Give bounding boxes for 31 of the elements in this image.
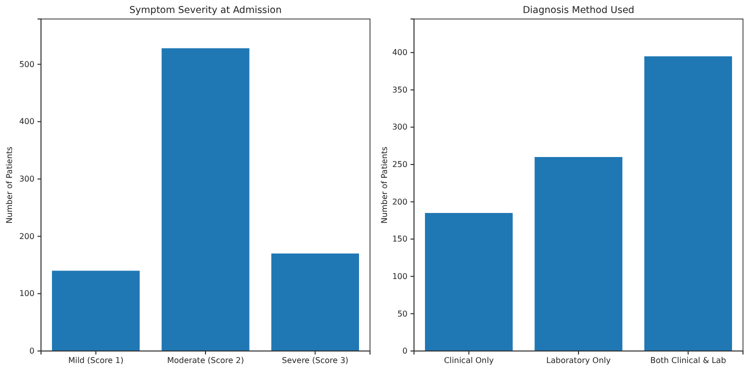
y-axis-title: Number of Patients <box>380 146 389 224</box>
x-tick-label: Laboratory Only <box>546 356 611 366</box>
y-tick-label: 50 <box>397 309 408 318</box>
x-tick-label: Moderate (Score 2) <box>167 356 244 366</box>
x-tick-label: Clinical Only <box>444 356 494 366</box>
y-tick-label: 300 <box>19 174 34 184</box>
y-tick-label: 250 <box>392 160 408 170</box>
bar <box>271 254 360 351</box>
x-tick-label: Severe (Score 3) <box>282 356 348 366</box>
y-tick-label: 0 <box>29 346 34 356</box>
bar <box>424 212 513 351</box>
bar <box>644 56 732 351</box>
y-tick-label: 150 <box>392 234 408 244</box>
y-tick-label: 100 <box>392 272 408 281</box>
bar <box>52 270 140 351</box>
y-tick-label: 500 <box>19 60 34 69</box>
x-tick-label: Both Clinical & Lab <box>650 356 726 366</box>
chart-title: Diagnosis Method Used <box>522 5 634 16</box>
y-tick-label: 200 <box>19 232 34 241</box>
y-tick-label: 200 <box>392 197 408 206</box>
bar <box>534 157 622 351</box>
x-tick-label: Mild (Score 1) <box>68 356 124 366</box>
y-tick-label: 100 <box>19 289 34 298</box>
y-tick-label: 350 <box>392 85 408 94</box>
y-tick-label: 400 <box>19 117 34 126</box>
chart-title: Symptom Severity at Admission <box>129 5 282 16</box>
y-tick-label: 0 <box>402 346 408 356</box>
y-tick-label: 300 <box>392 122 408 132</box>
bar <box>162 48 250 351</box>
y-tick-label: 400 <box>392 48 408 58</box>
y-axis-title: Number of Patients <box>5 146 14 224</box>
